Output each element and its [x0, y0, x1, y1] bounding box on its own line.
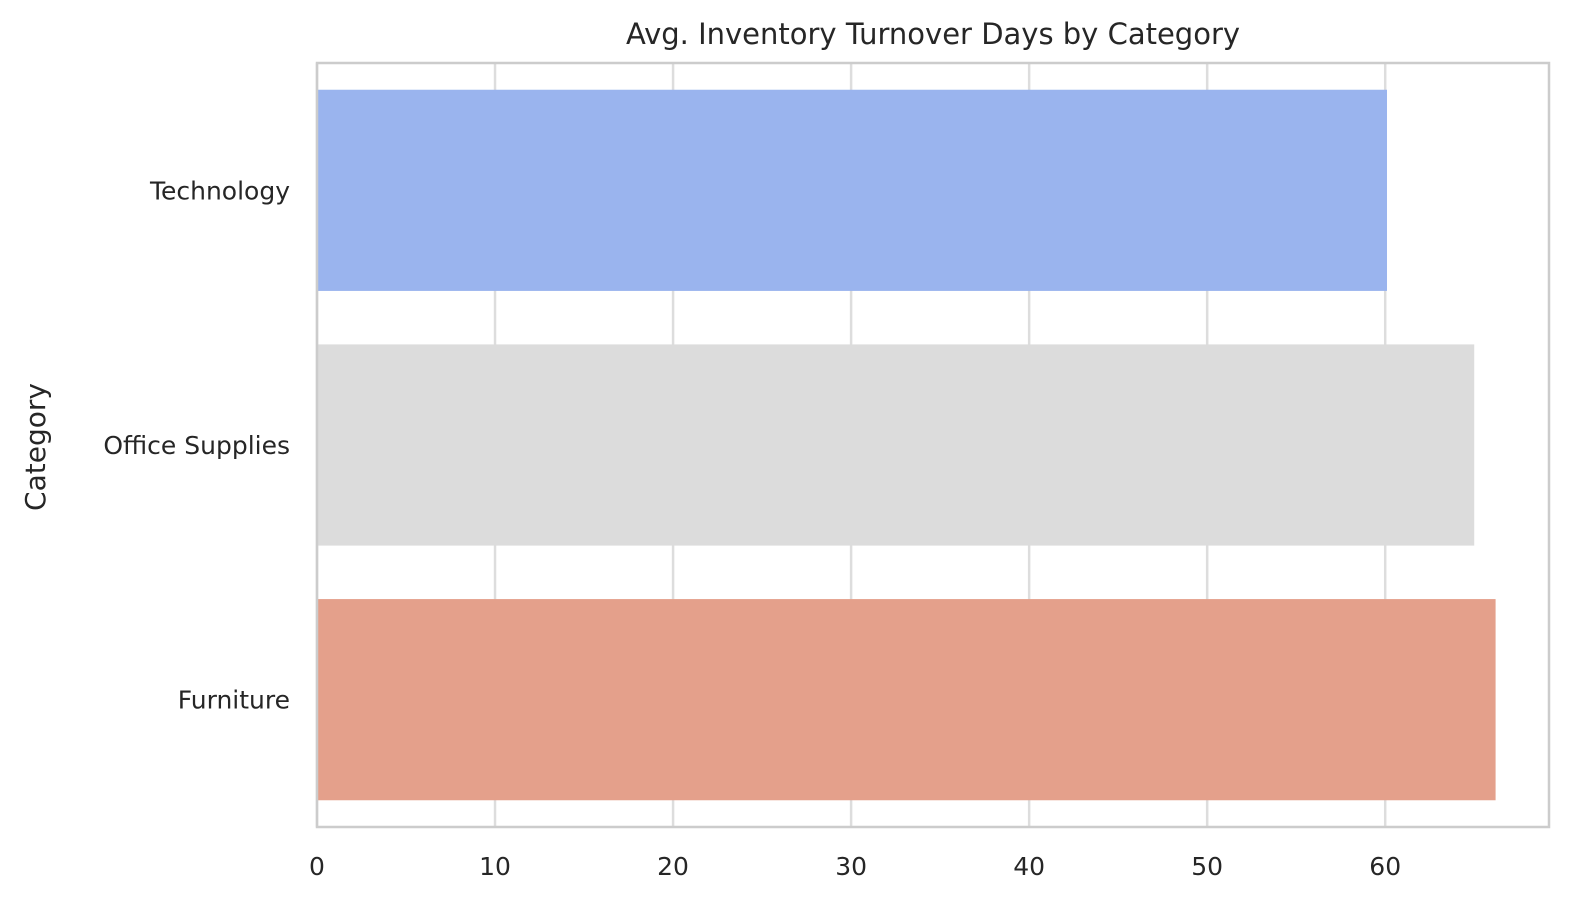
- y-axis-ticks: Technology Office Supplies Furniture: [103, 176, 290, 714]
- x-tick-label: 40: [1013, 852, 1045, 881]
- y-tick-label: Office Supplies: [103, 431, 290, 460]
- y-tick-label: Technology: [149, 176, 290, 205]
- bar: [317, 89, 1387, 291]
- x-tick-label: 10: [479, 852, 511, 881]
- axes-frame: [315, 61, 1551, 829]
- chart-title: Avg. Inventory Turnover Days by Category: [626, 17, 1240, 51]
- x-tick-label: 60: [1369, 852, 1401, 881]
- x-tick-label: 20: [657, 852, 689, 881]
- x-axis-ticks: 0 10 20 30 40 50 60: [309, 852, 1401, 881]
- bar: [317, 599, 1496, 801]
- bars: [317, 89, 1496, 801]
- x-tick-label: 0: [309, 852, 325, 881]
- x-tick-label: 30: [835, 852, 867, 881]
- x-tick-label: 50: [1191, 852, 1223, 881]
- bar: [317, 344, 1475, 546]
- plot-frame: [315, 61, 1551, 829]
- y-axis-label: Category: [19, 383, 52, 511]
- y-tick-label: Furniture: [178, 686, 290, 715]
